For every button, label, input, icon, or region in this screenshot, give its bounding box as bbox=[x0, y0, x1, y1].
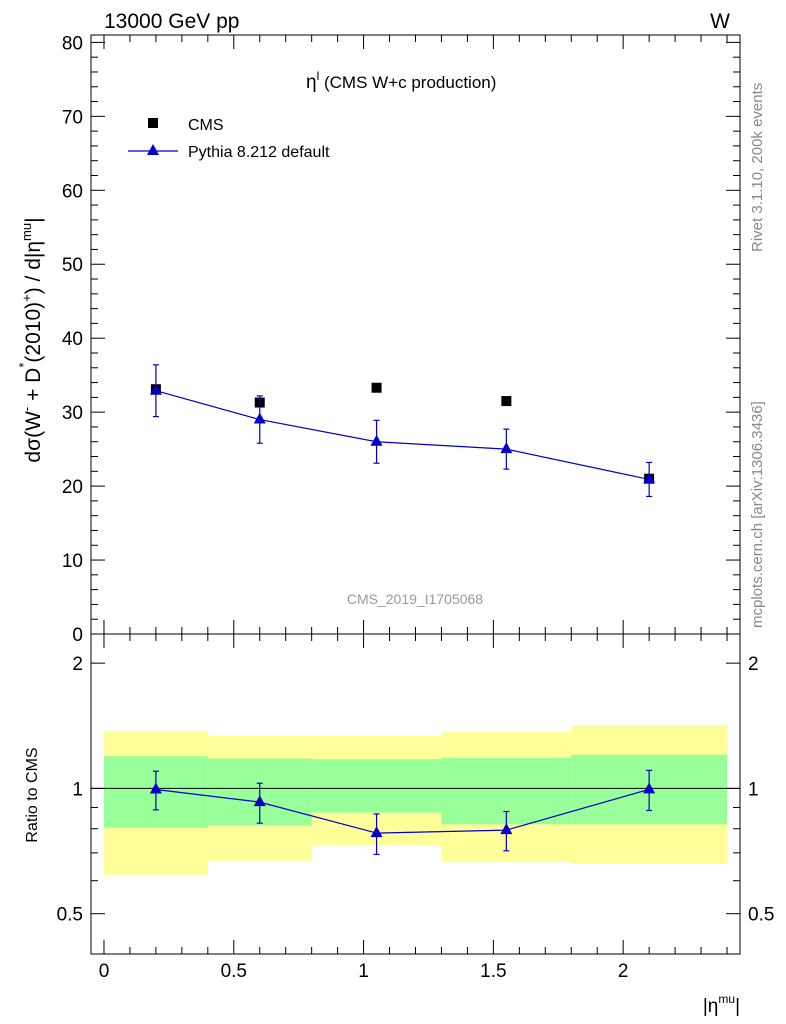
x-tick-label: 1 bbox=[358, 961, 369, 982]
x-axis: 0 0.5 1 1.5 2 bbox=[99, 35, 728, 982]
main-y-tick-label: 80 bbox=[62, 33, 83, 54]
ratio-point bbox=[500, 823, 513, 835]
plot-title-text: (CMS W+c production) bbox=[324, 73, 496, 92]
ratio-y-tick-label-left: 1 bbox=[72, 779, 83, 800]
pythia-point bbox=[500, 442, 513, 454]
cms-point bbox=[501, 396, 512, 407]
pythia-point bbox=[149, 383, 162, 395]
legend-pythia-label: Pythia 8.212 default bbox=[188, 144, 330, 161]
main-y-tick-label: 60 bbox=[62, 181, 83, 202]
main-y-tick-label: 20 bbox=[62, 477, 83, 498]
ratio-y-tick-label-right: 0.5 bbox=[748, 905, 774, 926]
ratio-y-tick-label-right: 2 bbox=[748, 654, 759, 675]
main-y-tick-label: 40 bbox=[62, 329, 83, 350]
pythia-point bbox=[643, 472, 656, 484]
pythia-point bbox=[253, 412, 266, 424]
ratio-y-tick-label-left: 0.5 bbox=[57, 905, 83, 926]
ratio-point bbox=[253, 795, 266, 807]
process-label: W bbox=[710, 10, 730, 33]
plot-title-symbol: η bbox=[306, 72, 317, 93]
main-y-label: dσ(W- + D*(2010)+) / d|ηmu| bbox=[16, 217, 45, 462]
ratio-y-axis: 0.5 0.5 1 1 2 2 bbox=[57, 654, 774, 955]
ratio-y-label: Ratio to CMS bbox=[24, 747, 41, 842]
ratio-y-tick-label-right: 1 bbox=[748, 779, 759, 800]
ratio-band-inner bbox=[311, 759, 442, 813]
legend: CMS Pythia 8.212 default bbox=[128, 117, 330, 161]
ratio-uncertainty-bands bbox=[91, 725, 740, 875]
main-y-tick-label: 70 bbox=[62, 107, 83, 128]
analysis-id: CMS_2019_I1705068 bbox=[347, 591, 483, 607]
rivet-label: Rivet 3.1.10, 200k events bbox=[749, 83, 766, 252]
main-data-series bbox=[149, 364, 656, 498]
ratio-point bbox=[149, 782, 162, 794]
x-axis-label: |ηmu| bbox=[703, 992, 740, 1017]
main-y-tick-label: 30 bbox=[62, 403, 83, 424]
pythia-point bbox=[370, 434, 383, 446]
pythia-line bbox=[155, 390, 650, 481]
ratio-point bbox=[643, 782, 656, 794]
x-tick-label: 0 bbox=[99, 961, 110, 982]
plot-title-sup: l bbox=[317, 69, 320, 83]
main-y-tick-label: 50 bbox=[62, 255, 83, 276]
main-y-tick-label: 10 bbox=[62, 551, 83, 572]
plot-title: ηl (CMS W+c production) bbox=[306, 69, 496, 93]
mcplots-label: mcplots.cern.ch [arXiv:1306.3436] bbox=[749, 401, 766, 628]
ratio-point bbox=[370, 826, 383, 838]
ratio-y-tick-label-left: 2 bbox=[72, 654, 83, 675]
legend-pythia-marker bbox=[147, 144, 159, 155]
cms-point bbox=[371, 382, 382, 393]
legend-cms-label: CMS bbox=[188, 117, 224, 134]
energy-label: 13000 GeV pp bbox=[104, 10, 239, 33]
x-tick-label: 2 bbox=[618, 961, 629, 982]
main-y-tick-label: 0 bbox=[72, 625, 83, 646]
legend-cms-marker bbox=[148, 118, 158, 128]
ratio-data-series bbox=[149, 769, 656, 856]
x-tick-label: 0.5 bbox=[221, 961, 247, 982]
x-tick-label: 1.5 bbox=[480, 961, 506, 982]
main-y-axis: 0 10 20 30 40 50 60 70 80 bbox=[62, 33, 740, 646]
